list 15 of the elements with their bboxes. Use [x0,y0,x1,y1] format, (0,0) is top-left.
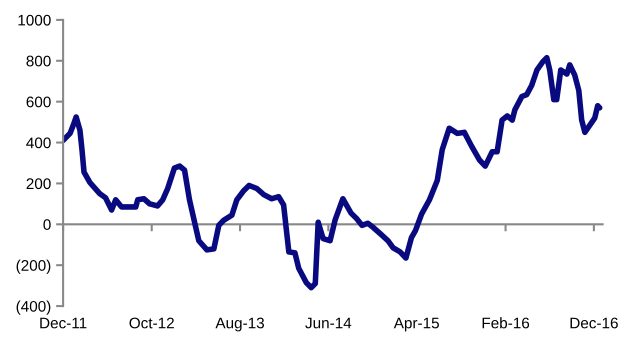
x-tick-label: Apr-15 [394,318,439,332]
x-tick-label: Oct-12 [130,318,174,328]
y-tick-label: 0 [43,219,51,230]
x-tick-label: Feb-16 [482,317,530,328]
x-tick-label: Jun-14 [305,318,352,328]
x-tick-label: Dec-11 [40,318,86,328]
x-tick-label: Aug-13 [215,318,264,332]
y-tick-label: (400) [16,300,50,315]
y-tick-label: (200) [16,260,50,274]
y-tick-label: 200 [26,178,51,190]
y-tick-label: 800 [26,56,51,66]
y-tick-label: 400 [26,137,51,148]
y-tick-label: 1000 [18,14,51,26]
x-tick-label: Dec-16 [570,318,618,328]
y-tick-label: 600 [26,96,51,108]
